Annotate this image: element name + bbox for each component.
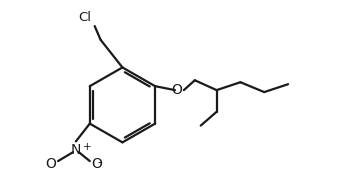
Text: O: O [45,157,56,171]
Text: O: O [91,157,102,171]
Text: -: - [98,156,102,169]
Text: O: O [171,83,182,97]
Text: Cl: Cl [79,11,92,24]
Text: N: N [71,143,81,157]
Text: +: + [83,142,91,152]
